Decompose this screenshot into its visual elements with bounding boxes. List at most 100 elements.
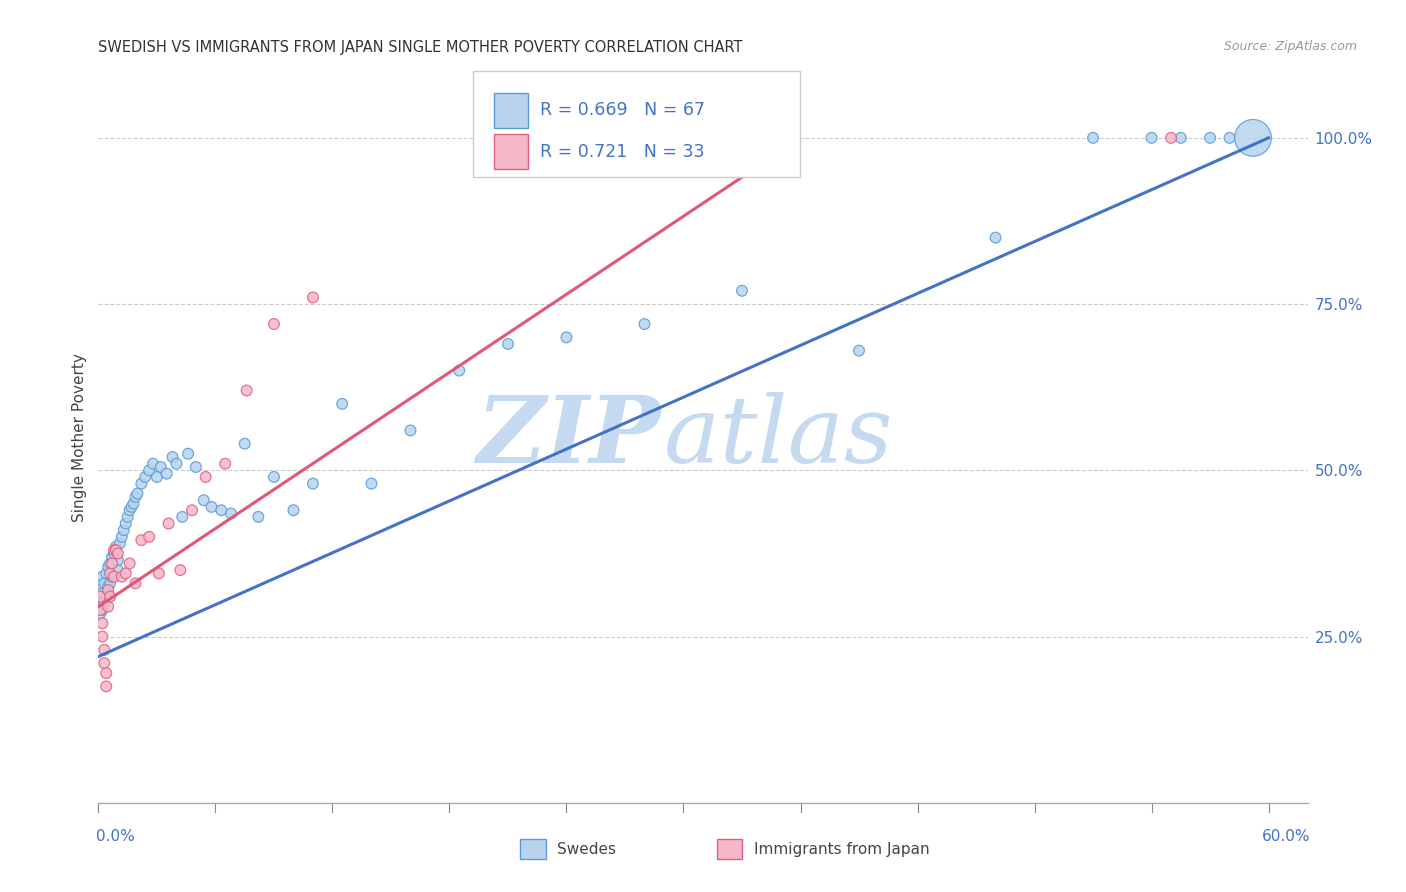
Point — [633, 317, 655, 331]
Text: Immigrants from Japan: Immigrants from Japan — [754, 842, 929, 856]
Point — [89, 590, 111, 604]
Point — [107, 553, 129, 567]
Point — [108, 536, 131, 550]
Point — [98, 557, 121, 571]
Point — [449, 363, 471, 377]
Point — [302, 476, 325, 491]
Point — [127, 486, 149, 500]
Point — [112, 523, 135, 537]
Point — [134, 470, 156, 484]
Point — [142, 457, 165, 471]
Point — [107, 563, 129, 577]
Point — [96, 666, 118, 681]
Point — [177, 447, 200, 461]
Point — [263, 317, 285, 331]
Point — [169, 563, 191, 577]
Point — [122, 497, 145, 511]
Point — [555, 330, 578, 344]
Point — [131, 476, 153, 491]
Point — [89, 596, 111, 610]
Point — [97, 582, 120, 597]
Point — [124, 490, 146, 504]
Point — [104, 543, 127, 558]
Point — [124, 576, 146, 591]
Point — [111, 570, 134, 584]
Point — [1219, 131, 1241, 145]
Text: SWEDISH VS IMMIGRANTS FROM JAPAN SINGLE MOTHER POVERTY CORRELATION CHART: SWEDISH VS IMMIGRANTS FROM JAPAN SINGLE … — [98, 40, 742, 55]
Point — [148, 566, 170, 581]
Point — [117, 509, 139, 524]
Point — [91, 616, 114, 631]
Text: Source: ZipAtlas.com: Source: ZipAtlas.com — [1223, 40, 1357, 54]
Point — [118, 503, 141, 517]
Point — [399, 424, 422, 438]
Point — [114, 566, 136, 581]
Point — [93, 656, 115, 670]
Point — [165, 457, 187, 471]
Point — [247, 509, 270, 524]
Point — [89, 603, 111, 617]
Text: 60.0%: 60.0% — [1263, 830, 1310, 844]
Point — [98, 566, 121, 581]
Point — [96, 566, 118, 581]
Point — [138, 530, 160, 544]
Point — [96, 590, 118, 604]
Point — [103, 543, 125, 558]
Point — [93, 643, 115, 657]
Point — [200, 500, 222, 514]
Point — [91, 603, 114, 617]
Text: ZIP: ZIP — [477, 392, 661, 482]
Point — [181, 503, 204, 517]
Point — [360, 476, 382, 491]
Point — [162, 450, 184, 464]
Point — [97, 559, 120, 574]
Point — [89, 582, 111, 597]
FancyBboxPatch shape — [474, 71, 800, 178]
Point — [89, 607, 111, 621]
Point — [263, 470, 285, 484]
Point — [731, 284, 754, 298]
Point — [149, 460, 172, 475]
Point — [1140, 131, 1163, 145]
Point — [194, 470, 217, 484]
Point — [111, 530, 134, 544]
Point — [157, 516, 180, 531]
Point — [1081, 131, 1104, 145]
Point — [172, 509, 194, 524]
Point — [98, 576, 121, 591]
Point — [101, 557, 124, 571]
Point — [107, 546, 129, 560]
Point — [156, 467, 179, 481]
Text: R = 0.669   N = 67: R = 0.669 N = 67 — [540, 101, 704, 120]
Point — [193, 493, 215, 508]
Point — [93, 576, 115, 591]
Point — [138, 463, 160, 477]
Point — [131, 533, 153, 548]
Point — [184, 460, 207, 475]
Point — [103, 546, 125, 560]
Point — [96, 680, 118, 694]
Point — [235, 384, 257, 398]
Text: R = 0.721   N = 33: R = 0.721 N = 33 — [540, 143, 704, 161]
Point — [146, 470, 169, 484]
Text: 0.0%: 0.0% — [96, 830, 135, 844]
Point — [330, 397, 353, 411]
Y-axis label: Single Mother Poverty: Single Mother Poverty — [72, 352, 87, 522]
FancyBboxPatch shape — [494, 135, 527, 169]
Point — [121, 500, 143, 514]
Text: atlas: atlas — [664, 392, 894, 482]
Point — [1160, 131, 1182, 145]
Point — [848, 343, 870, 358]
Point — [97, 580, 120, 594]
Point — [496, 337, 519, 351]
Point — [1199, 131, 1222, 145]
Point — [209, 503, 232, 517]
Point — [98, 590, 121, 604]
Text: Swedes: Swedes — [557, 842, 616, 856]
Point — [219, 507, 242, 521]
Point — [91, 586, 114, 600]
Point — [118, 557, 141, 571]
Point — [97, 599, 120, 614]
Point — [233, 436, 256, 450]
Point — [984, 230, 1007, 244]
